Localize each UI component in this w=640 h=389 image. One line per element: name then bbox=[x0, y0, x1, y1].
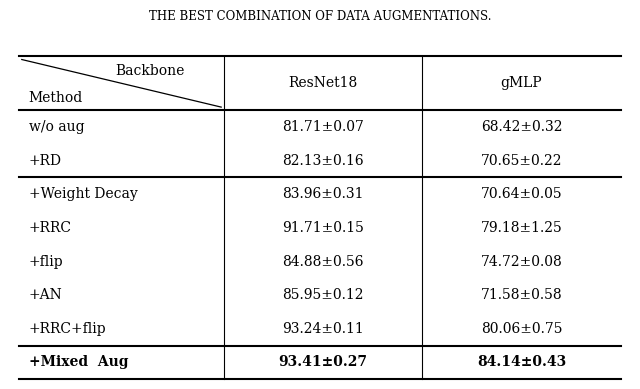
Text: +flip: +flip bbox=[29, 254, 63, 268]
Text: 85.95±0.12: 85.95±0.12 bbox=[282, 288, 364, 302]
Text: +RRC+flip: +RRC+flip bbox=[29, 322, 106, 336]
Text: 80.06±0.75: 80.06±0.75 bbox=[481, 322, 563, 336]
Text: THE BEST COMBINATION OF DATA AUGMENTATIONS.: THE BEST COMBINATION OF DATA AUGMENTATIO… bbox=[148, 10, 492, 23]
Text: 83.96±0.31: 83.96±0.31 bbox=[282, 187, 364, 201]
Text: 70.65±0.22: 70.65±0.22 bbox=[481, 154, 563, 168]
Text: 70.64±0.05: 70.64±0.05 bbox=[481, 187, 563, 201]
Text: +RD: +RD bbox=[29, 154, 62, 168]
Text: 74.72±0.08: 74.72±0.08 bbox=[481, 254, 563, 268]
Text: gMLP: gMLP bbox=[500, 76, 542, 90]
Text: w/o aug: w/o aug bbox=[29, 120, 84, 134]
Text: 82.13±0.16: 82.13±0.16 bbox=[282, 154, 364, 168]
Text: 91.71±0.15: 91.71±0.15 bbox=[282, 221, 364, 235]
Text: Backbone: Backbone bbox=[116, 64, 185, 78]
Text: +Weight Decay: +Weight Decay bbox=[29, 187, 138, 201]
Text: 93.41±0.27: 93.41±0.27 bbox=[278, 356, 367, 370]
Text: ResNet18: ResNet18 bbox=[289, 76, 358, 90]
Text: 93.24±0.11: 93.24±0.11 bbox=[282, 322, 364, 336]
Text: 84.88±0.56: 84.88±0.56 bbox=[282, 254, 364, 268]
Text: +Mixed  Aug: +Mixed Aug bbox=[29, 356, 128, 370]
Text: +RRC: +RRC bbox=[29, 221, 72, 235]
Text: 71.58±0.58: 71.58±0.58 bbox=[481, 288, 563, 302]
Text: 79.18±1.25: 79.18±1.25 bbox=[481, 221, 563, 235]
Text: 84.14±0.43: 84.14±0.43 bbox=[477, 356, 566, 370]
Text: 81.71±0.07: 81.71±0.07 bbox=[282, 120, 364, 134]
Text: 68.42±0.32: 68.42±0.32 bbox=[481, 120, 563, 134]
Text: Method: Method bbox=[29, 91, 83, 105]
Text: +AN: +AN bbox=[29, 288, 63, 302]
